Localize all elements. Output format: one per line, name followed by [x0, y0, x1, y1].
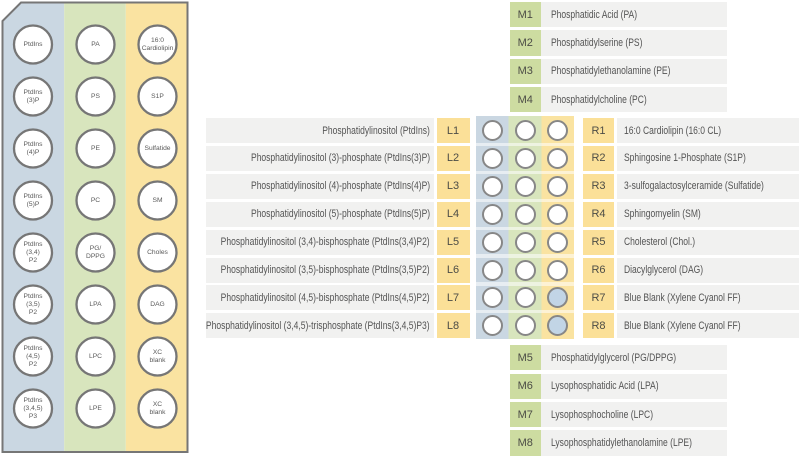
svg-text:(3)P: (3)P	[27, 97, 40, 104]
svg-text:(3,4): (3,4)	[26, 249, 40, 256]
svg-text:(5)P: (5)P	[27, 201, 40, 208]
svg-text:LPE: LPE	[89, 405, 102, 412]
svg-text:P2: P2	[29, 257, 37, 264]
svg-text:PtdIns: PtdIns	[24, 193, 44, 200]
svg-text:Sulfatide: Sulfatide	[144, 145, 170, 152]
svg-text:LPC: LPC	[89, 353, 102, 360]
svg-text:DPPG: DPPG	[86, 253, 105, 260]
svg-text:LPA: LPA	[89, 301, 102, 308]
svg-text:PE: PE	[91, 145, 100, 152]
svg-text:blank: blank	[150, 409, 167, 416]
svg-text:PtdIns: PtdIns	[24, 293, 44, 300]
svg-text:Cardiolipin: Cardiolipin	[142, 45, 174, 52]
svg-text:PG/: PG/	[90, 245, 102, 252]
svg-text:PtdIns: PtdIns	[24, 345, 44, 352]
svg-text:blank: blank	[150, 357, 167, 364]
svg-text:16:0: 16:0	[151, 37, 164, 44]
svg-text:PtdIns: PtdIns	[24, 141, 44, 148]
svg-text:PA: PA	[91, 41, 100, 48]
svg-text:S1P: S1P	[151, 93, 164, 100]
svg-text:Choles: Choles	[147, 249, 168, 256]
svg-text:XC: XC	[153, 401, 162, 408]
svg-text:PS: PS	[91, 93, 100, 100]
svg-text:XC: XC	[153, 349, 162, 356]
svg-text:DAG: DAG	[150, 301, 165, 308]
svg-text:PtdIns: PtdIns	[24, 241, 44, 248]
svg-text:P2: P2	[29, 361, 37, 368]
svg-text:P3: P3	[29, 413, 37, 420]
svg-text:PC: PC	[91, 197, 100, 204]
svg-text:P2: P2	[29, 309, 37, 316]
svg-text:(3,4,5): (3,4,5)	[23, 405, 42, 412]
svg-text:PtdIns: PtdIns	[24, 89, 44, 96]
svg-text:SM: SM	[152, 197, 162, 204]
svg-text:PtdIns: PtdIns	[24, 41, 44, 48]
svg-text:(3,5): (3,5)	[26, 301, 40, 308]
svg-text:(4)P: (4)P	[27, 149, 40, 156]
svg-text:PtdIns: PtdIns	[24, 397, 44, 404]
svg-text:(4,5): (4,5)	[26, 353, 40, 360]
